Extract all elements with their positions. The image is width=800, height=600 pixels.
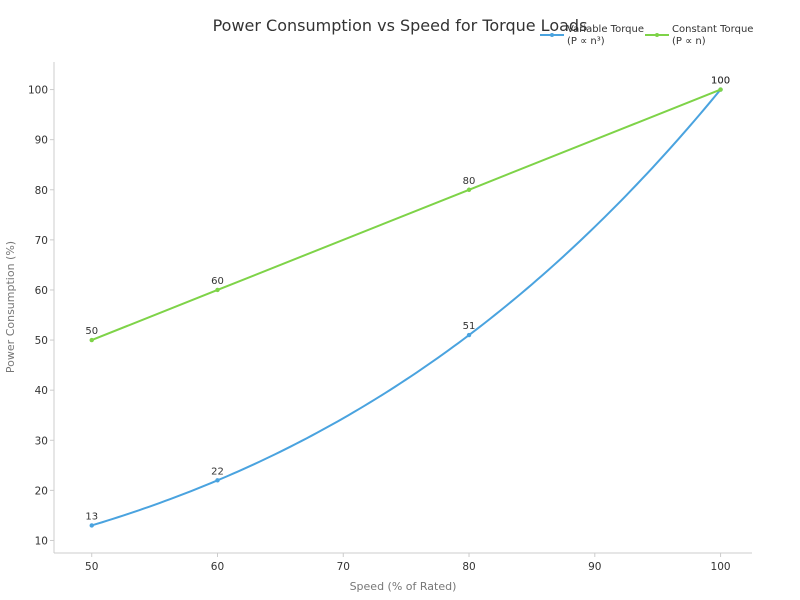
y-ticks: 10 20 30 40 50 60 70 80 90 100 — [28, 85, 54, 547]
data-label-variable-torque: 100 — [711, 76, 730, 87]
x-axis-title: Speed (% of Rated) — [350, 580, 457, 593]
data-label-constant-torque: 100 — [711, 76, 730, 87]
y-tick-label: 10 — [35, 535, 48, 547]
legend-marker-constant-torque — [655, 33, 659, 37]
legend: Variable Torque (P ∝ n³) Constant Torque… — [540, 24, 753, 47]
x-tick-label: 90 — [588, 561, 601, 573]
data-point-constant-torque — [215, 287, 220, 293]
data-point-variable-torque — [89, 523, 94, 528]
y-tick-label: 80 — [35, 185, 48, 197]
legend-label-constant-torque: Constant Torque — [672, 24, 753, 35]
y-tick-label: 50 — [35, 335, 48, 347]
y-tick-label: 70 — [35, 235, 48, 247]
y-tick-label: 40 — [35, 385, 48, 397]
series-line-constant-torque — [91, 88, 721, 341]
legend-label-variable-torque: Variable Torque — [567, 24, 644, 35]
data-point-constant-torque — [89, 337, 94, 343]
data-point-variable-torque — [215, 478, 220, 483]
data-label-variable-torque: 51 — [463, 321, 476, 332]
legend-sublabel-constant-torque: (P ∝ n) — [672, 36, 706, 47]
data-label-variable-torque: 22 — [211, 466, 224, 477]
series-layer — [89, 87, 723, 528]
y-axis-title: Power Consumption (%) — [4, 241, 17, 373]
y-tick-label: 100 — [28, 85, 48, 97]
y-tick-label: 60 — [35, 285, 48, 297]
data-point-variable-torque — [466, 332, 472, 338]
legend-item-variable-torque: Variable Torque (P ∝ n³) — [540, 24, 644, 47]
x-tick-label: 60 — [211, 561, 224, 573]
data-label-constant-torque: 80 — [463, 176, 476, 187]
data-label-constant-torque: 60 — [211, 276, 224, 287]
axes — [53, 62, 752, 554]
x-tick-label: 100 — [711, 561, 731, 573]
x-tick-label: 70 — [337, 561, 350, 573]
data-label-variable-torque: 13 — [85, 511, 98, 522]
legend-marker-variable-torque — [550, 33, 554, 37]
chart-title: Power Consumption vs Speed for Torque Lo… — [213, 16, 588, 35]
data-label-constant-torque: 50 — [85, 326, 98, 337]
data-point-constant-torque — [718, 87, 723, 92]
y-tick-label: 20 — [35, 485, 48, 497]
legend-item-constant-torque: Constant Torque (P ∝ n) — [645, 24, 753, 47]
y-tick-label: 30 — [35, 435, 48, 447]
data-point-constant-torque — [466, 187, 472, 192]
y-tick-label: 90 — [35, 135, 48, 147]
x-tick-label: 80 — [462, 561, 475, 573]
series-line-variable-torque — [91, 88, 722, 527]
x-tick-label: 50 — [85, 561, 98, 573]
x-ticks: 50 60 70 80 90 100 — [85, 553, 731, 573]
legend-sublabel-variable-torque: (P ∝ n³) — [567, 36, 605, 47]
